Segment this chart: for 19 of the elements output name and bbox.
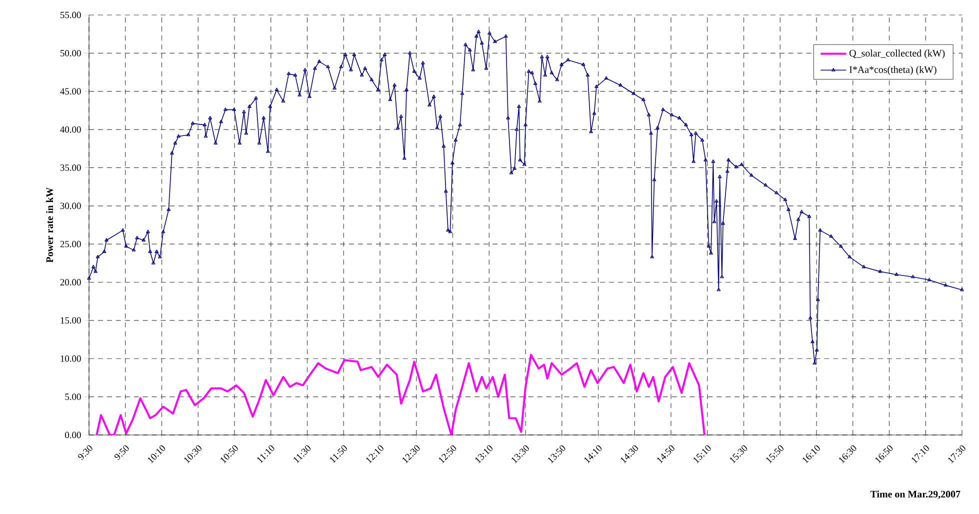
y-axis-title: Power rate in kW xyxy=(46,187,54,263)
legend-label: Q_solar_collected (kW) xyxy=(850,50,945,59)
x-tick-label: 9:30 xyxy=(78,445,92,460)
y-tick-label: 25.00 xyxy=(60,240,81,248)
y-tick-label: 5.00 xyxy=(65,394,81,400)
y-tick-label: 35.00 xyxy=(60,164,81,171)
y-tick-label: 20.00 xyxy=(60,279,81,286)
y-tick-label: 40.00 xyxy=(60,126,81,133)
y-tick-label: 55.00 xyxy=(60,12,81,18)
y-tick-label: 45.00 xyxy=(60,88,81,95)
y-tick-label: 15.00 xyxy=(60,317,81,324)
legend-label: I*Aa*cos(theta) (kW) xyxy=(849,66,936,75)
y-tick-label: 50.00 xyxy=(60,50,81,56)
line-series xyxy=(96,354,706,435)
x-tick-label: 9:50 xyxy=(114,445,129,460)
x-axis-title: Time on Mar.29,2007 xyxy=(870,490,960,499)
y-tick-label: 10.00 xyxy=(60,355,81,362)
y-tick-label: 30.00 xyxy=(60,202,81,210)
y-tick-label: 0.00 xyxy=(65,432,81,438)
